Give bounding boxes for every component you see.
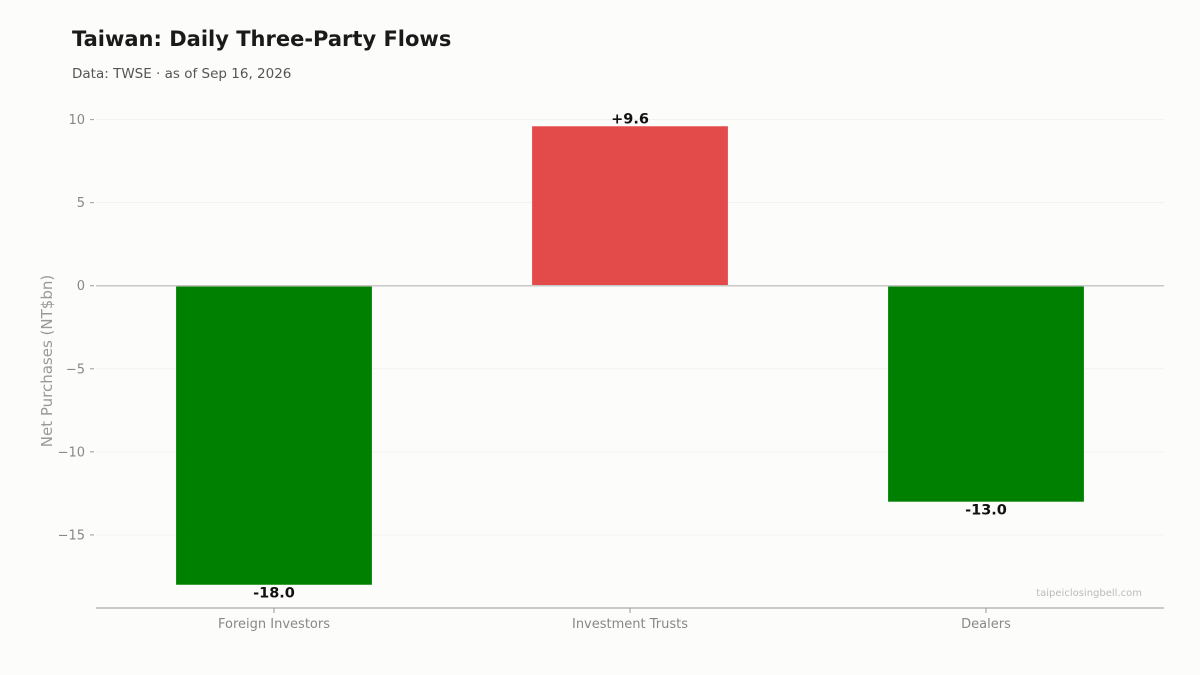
x-tick-label: Investment Trusts (572, 617, 688, 632)
bar-foreign-investors (176, 285, 372, 585)
y-tick-label: −15 (58, 528, 85, 543)
x-tick-label: Dealers (961, 617, 1011, 632)
y-tick-label: 0 (77, 279, 85, 294)
bars (176, 126, 1084, 585)
y-axis-title: Net Purchases (NT$bn) (38, 275, 56, 447)
bar-investment-trusts (532, 126, 728, 286)
watermark: taipeiclosingbell.com (1036, 588, 1142, 599)
y-axis-ticks: 10 5 0 −5 −10 −15 (58, 113, 94, 543)
y-tick-label: 10 (68, 113, 85, 128)
chart-subtitle: Data: TWSE · as of Sep 16, 2026 (72, 66, 292, 82)
y-tick-label: −10 (58, 445, 85, 460)
data-label: -18.0 (253, 586, 295, 602)
x-tick-label: Foreign Investors (218, 617, 330, 632)
bar-dealers (888, 285, 1084, 502)
y-tick-label: 5 (77, 196, 85, 211)
data-label: +9.6 (611, 111, 649, 127)
x-axis: Foreign Investors Investment Trusts Dealer… (96, 607, 1164, 632)
chart-title: Taiwan: Daily Three-Party Flows (72, 27, 452, 51)
y-tick-label: −5 (66, 362, 85, 377)
data-label: -13.0 (965, 503, 1007, 519)
data-labels: -18.0 +9.6 -13.0 (253, 111, 1007, 601)
